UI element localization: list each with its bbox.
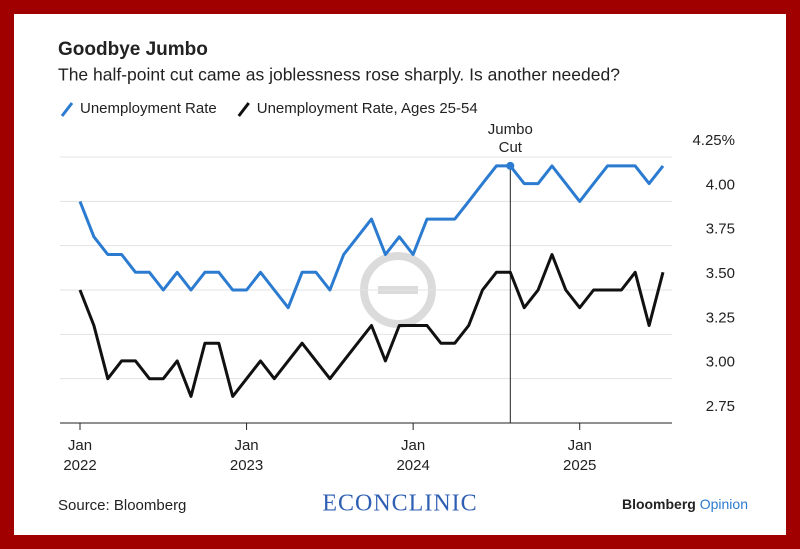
chart-title: Goodbye Jumbo [58,39,208,60]
annotation-dot [506,161,515,170]
y-tick-label: 3.75 [706,221,735,238]
y-tick-label: 3.00 [706,354,735,371]
x-tick-label: Jan 2023 [229,437,264,474]
source: Source: Bloomberg [58,497,186,514]
legend-label: Unemployment Rate, Ages 25-54 [257,100,478,117]
series-line [78,164,665,310]
series-line [78,253,665,398]
panel [14,14,786,535]
x-tick-label: Jan 2024 [396,437,430,474]
brand-name: Bloomberg [622,496,696,512]
annotation: Jumbo Cut [487,121,533,156]
watermark: ECONCLINIC [322,491,477,517]
legend-swatch [60,102,74,117]
x-tick-label: Jan 2025 [563,437,597,474]
y-tick-label: 4.25% [692,132,735,149]
brand: Bloomberg Opinion [622,496,748,512]
y-tick-label: 2.75 [706,398,735,415]
legend-swatch [237,102,250,117]
legend-label: Unemployment Rate [80,100,217,117]
brand-suffix: Opinion [700,496,748,512]
y-tick-label: 3.50 [706,265,735,282]
y-tick-label: 4.00 [706,176,735,193]
chart-subtitle: The half-point cut came as joblessness r… [58,65,620,85]
x-tick-label: Jan 2022 [63,437,97,474]
y-tick-label: 3.25 [706,309,735,326]
